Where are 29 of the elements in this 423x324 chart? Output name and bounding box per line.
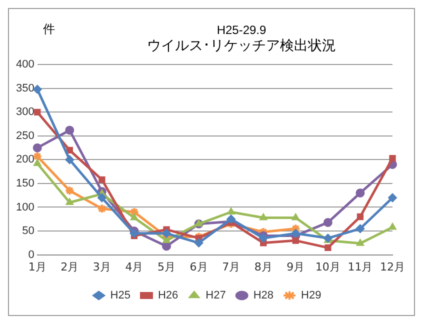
x-tick-label: 12月: [380, 260, 405, 274]
y-tick-label: 400: [16, 58, 34, 71]
x-tick-label: 10月: [315, 260, 340, 274]
y-axis-title: 件: [43, 21, 55, 38]
chart-subtitle: ウイルス･リケッチア検出状況: [146, 37, 337, 55]
y-tick-label: 100: [16, 201, 34, 214]
x-tick-label: 4月: [125, 260, 144, 274]
x-tick-label: 5月: [158, 260, 176, 274]
y-tick-label: 250: [16, 130, 34, 142]
x-tick-label: 11月: [348, 260, 373, 274]
y-tick-label: 150: [16, 178, 34, 190]
y-tick-label: 350: [16, 82, 34, 94]
legend-label: H28: [253, 290, 274, 302]
x-tick-label: 3月: [92, 260, 111, 274]
y-tick-label: 300: [16, 106, 34, 118]
x-tick-label: 2月: [60, 260, 79, 274]
y-tick-label: 0: [28, 248, 34, 261]
x-tick-label: 7月: [222, 260, 240, 274]
legend-label: H25: [110, 290, 130, 302]
y-tick-label: 50: [22, 225, 34, 238]
x-tick-label: 1月: [28, 260, 46, 274]
y-tick-label: 200: [16, 154, 34, 166]
legend-label: H26: [158, 290, 178, 302]
legend-label: H27: [206, 290, 226, 302]
x-tick-label: 8月: [254, 260, 272, 274]
chart-title: H25-29.9: [216, 23, 266, 37]
x-tick-label: 6月: [190, 260, 208, 274]
x-tick-label: 9月: [286, 260, 305, 274]
legend-label: H29: [301, 290, 322, 302]
